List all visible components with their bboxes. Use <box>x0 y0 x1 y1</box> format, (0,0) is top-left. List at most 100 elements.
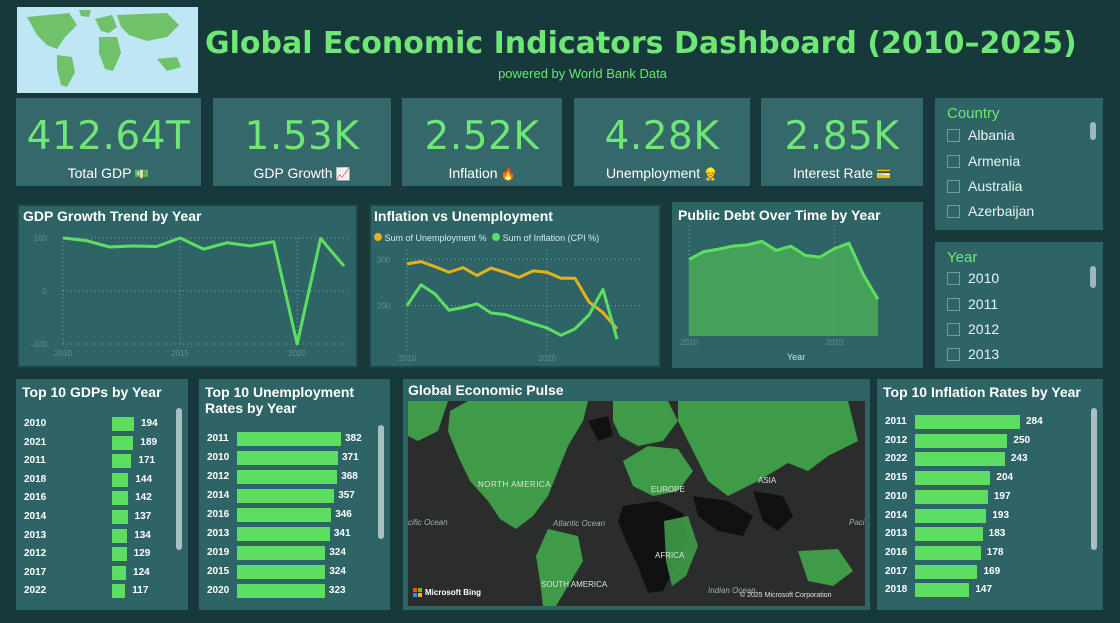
checkbox[interactable] <box>947 154 960 168</box>
top-gdp-chart-panel[interactable]: Top 10 GDPs by Year 2010 194 2021 189 2011 17… <box>16 379 188 610</box>
gdp-growth-chart-panel[interactable]: GDP Growth Trend by Year 100 0 -100 2010 201… <box>17 204 358 368</box>
bar-row[interactable]: 2010 197 <box>877 489 1087 505</box>
bar-row[interactable]: 2013 341 <box>199 526 379 542</box>
bar-row[interactable]: 2021 189 <box>16 435 176 451</box>
world-map[interactable]: NORTH AMERICA EUROPE ASIA AFRICA SOUTH A… <box>408 401 865 606</box>
bar[interactable] <box>112 584 126 599</box>
top-inflation-chart-panel[interactable]: Top 10 Inflation Rates by Year 2011 284 20… <box>877 379 1103 610</box>
kpi-total-gdp[interactable]: 412.64T Total GDP 💵 <box>16 98 201 186</box>
bar-row[interactable]: 2012 368 <box>199 469 379 485</box>
bar[interactable] <box>112 435 134 450</box>
checkbox[interactable] <box>947 322 960 336</box>
top-unemployment-chart-panel[interactable]: Top 10 Unemployment Rates by Year 2011 38… <box>199 379 390 610</box>
checkbox[interactable] <box>947 271 960 285</box>
bar[interactable] <box>237 470 338 484</box>
scrollbar-thumb[interactable] <box>176 408 182 550</box>
bar[interactable] <box>915 489 988 504</box>
bar-row[interactable]: 2017 169 <box>877 564 1087 580</box>
bar[interactable] <box>915 527 983 542</box>
bar-row[interactable]: 2010 194 <box>16 416 176 432</box>
bar-row[interactable]: 2020 323 <box>199 583 379 599</box>
bar[interactable] <box>237 565 326 579</box>
bar[interactable] <box>237 489 335 503</box>
bar-row[interactable]: 2018 147 <box>877 582 1087 598</box>
bar[interactable] <box>112 510 128 524</box>
bar-row[interactable]: 2016 346 <box>199 507 379 523</box>
country-option-albania[interactable]: Albania <box>947 127 1015 143</box>
bar-row[interactable]: 2012 250 <box>877 433 1087 449</box>
bar-category-label: 2011 <box>207 433 229 444</box>
bar[interactable] <box>915 471 991 486</box>
bar-row[interactable]: 2011 171 <box>16 453 176 469</box>
bar-row[interactable]: 2012 129 <box>16 546 176 562</box>
checkbox[interactable] <box>947 297 960 311</box>
bar-row[interactable]: 2022 117 <box>16 583 176 599</box>
bar-row[interactable]: 2014 193 <box>877 508 1087 524</box>
public-debt-chart-panel[interactable]: Public Debt Over Time by Year 2010 2020 Y… <box>672 202 923 368</box>
bar-row[interactable]: 2019 324 <box>199 545 379 561</box>
bar[interactable] <box>237 546 326 560</box>
checkbox[interactable] <box>947 128 960 142</box>
checkbox[interactable] <box>947 347 960 361</box>
inflation-unemployment-chart-panel[interactable]: Inflation vs Unemployment Sum of Unemplo… <box>369 204 661 368</box>
kpi-inflation[interactable]: 2.52K Inflation 🔥 <box>402 98 562 186</box>
bar-row[interactable]: 2022 243 <box>877 451 1087 467</box>
bar[interactable] <box>237 508 332 522</box>
bar[interactable] <box>112 472 129 487</box>
bar[interactable] <box>237 527 330 541</box>
year-slicer[interactable]: Year 2010 2011 2012 2013 <box>935 242 1103 368</box>
country-option-armenia[interactable]: Armenia <box>947 153 1020 169</box>
year-option-2011[interactable]: 2011 <box>947 296 998 312</box>
bar-value-label: 357 <box>338 490 355 501</box>
bar-row[interactable]: 2018 144 <box>16 472 176 488</box>
bar-row[interactable]: 2017 124 <box>16 565 176 581</box>
bar[interactable] <box>237 584 325 598</box>
country-scrollbar[interactable] <box>1090 122 1096 140</box>
checkbox[interactable] <box>947 204 960 218</box>
country-option-australia[interactable]: Australia <box>947 178 1022 194</box>
kpi-interest-rate[interactable]: 2.85K Interest Rate 💳 <box>761 98 923 186</box>
kpi-unemployment[interactable]: 4.28K Unemployment 👷 <box>574 98 750 186</box>
scrollbar-thumb[interactable] <box>378 425 384 539</box>
country-option-azerbaijan[interactable]: Azerbaijan <box>947 203 1034 219</box>
bar-row[interactable]: 2015 204 <box>877 470 1087 486</box>
scrollbar-thumb[interactable] <box>1091 408 1097 550</box>
year-option-2012[interactable]: 2012 <box>947 321 999 337</box>
bar[interactable] <box>915 415 1020 429</box>
bar-row[interactable]: 2013 134 <box>16 528 176 544</box>
country-slicer[interactable]: Country Albania Armenia Australia Azerba… <box>935 98 1103 230</box>
year-option-2013[interactable]: 2013 <box>947 346 999 362</box>
bar[interactable] <box>915 545 981 560</box>
bar[interactable] <box>112 491 129 506</box>
bar[interactable] <box>915 508 987 523</box>
global-economic-pulse-panel[interactable]: Global Economic Pulse NORTH AMERICA EURO… <box>403 379 870 610</box>
bar[interactable] <box>915 564 978 579</box>
bar[interactable] <box>237 451 338 465</box>
bar-row[interactable]: 2015 324 <box>199 564 379 580</box>
bar-row[interactable]: 2013 183 <box>877 526 1087 542</box>
bar[interactable] <box>915 452 1005 467</box>
bar-row[interactable]: 2011 284 <box>877 414 1087 430</box>
bar[interactable] <box>112 528 128 543</box>
kpi-gdp-growth[interactable]: 1.53K GDP Growth 📈 <box>213 98 391 186</box>
bar[interactable] <box>112 565 127 580</box>
bar-row[interactable]: 2014 137 <box>16 509 176 525</box>
year-scrollbar[interactable] <box>1090 266 1096 288</box>
bar[interactable] <box>112 547 127 562</box>
bar[interactable] <box>237 432 341 446</box>
bar[interactable] <box>112 454 132 469</box>
bar[interactable] <box>915 433 1008 448</box>
bar-row[interactable]: 2010 371 <box>199 450 379 466</box>
bar-value-label: 124 <box>133 566 150 578</box>
bar-row[interactable]: 2011 382 <box>199 431 379 447</box>
bar-value-label: 194 <box>141 418 158 429</box>
checkbox[interactable] <box>947 179 960 193</box>
bar-row[interactable]: 2014 357 <box>199 488 379 504</box>
bar[interactable] <box>915 583 970 598</box>
chart-title: GDP Growth Trend by Year <box>23 208 202 224</box>
bar[interactable] <box>112 417 134 431</box>
bar-row[interactable]: 2016 178 <box>877 545 1087 561</box>
year-option-2010[interactable]: 2010 <box>947 270 999 286</box>
bar-value-label: 171 <box>138 455 156 467</box>
bar-row[interactable]: 2016 142 <box>16 490 176 506</box>
